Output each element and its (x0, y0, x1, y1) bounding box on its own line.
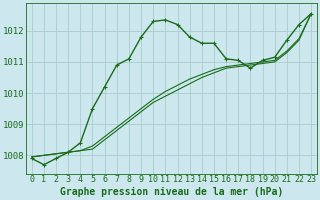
X-axis label: Graphe pression niveau de la mer (hPa): Graphe pression niveau de la mer (hPa) (60, 187, 283, 197)
